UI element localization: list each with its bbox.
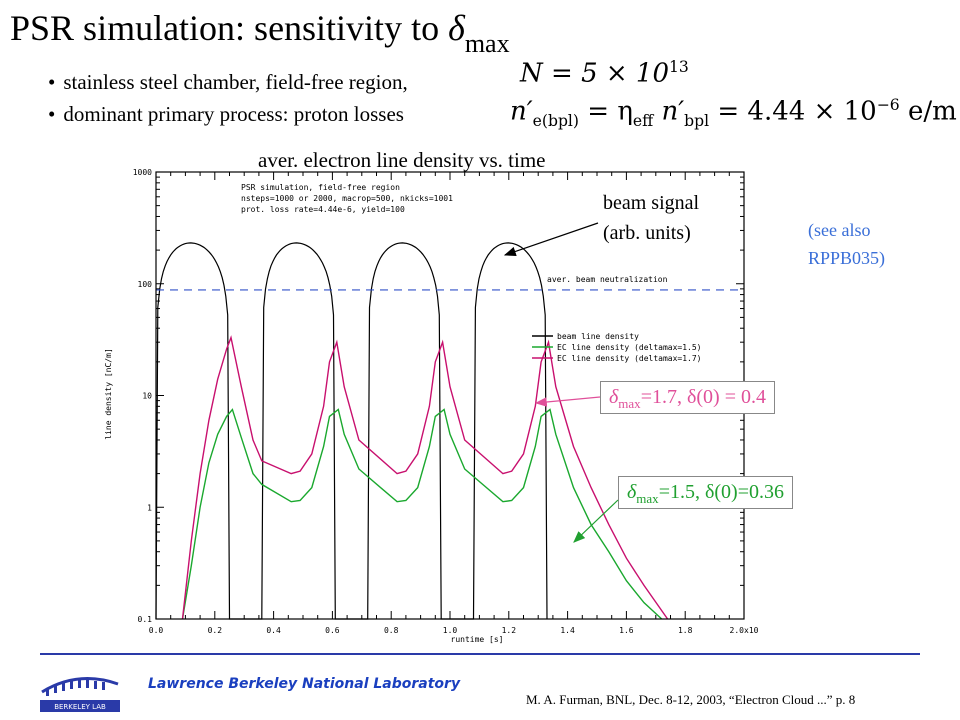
legend-label: beam line density	[557, 332, 639, 341]
see-also-2: RPPB035)	[808, 248, 886, 268]
eq1-text: N = 5 × 10	[520, 58, 670, 89]
footer-rule	[40, 653, 920, 655]
label-deltamax-1-5: δmax=1.5, δ(0)=0.36	[618, 476, 793, 509]
x-tick-label: 1.6	[619, 626, 634, 635]
y-tick-label: 1	[147, 503, 152, 512]
x-tick-label: 0.6	[325, 626, 340, 635]
x-tick-label: 1.0	[443, 626, 458, 635]
beam-signal-label-2: (arb. units)	[603, 222, 691, 244]
label-17-sub: max	[618, 396, 641, 411]
x-tick-label: 1.2	[502, 626, 517, 635]
series-ec-deltamax-1-7	[181, 335, 669, 620]
label-17-delta: δ	[609, 386, 619, 408]
legend-label: EC line density (deltamax=1.5)	[557, 343, 702, 352]
y-tick-label: 1000	[133, 168, 152, 177]
eq2-unit: e/m	[899, 96, 957, 127]
chart-ticks	[155, 171, 745, 620]
x-tick-label: 0.0	[149, 626, 164, 635]
bullet-dot-icon: •	[48, 102, 56, 126]
label-15-rest: =1.5, δ(0)=0.36	[658, 481, 784, 503]
legend-label: EC line density (deltamax=1.7)	[557, 354, 702, 363]
bullet-2-text: dominant primary process: proton losses	[63, 102, 404, 126]
eq2-mid: = η	[579, 96, 633, 127]
berkeley-lab-logo: BERKELEY LAB	[40, 677, 120, 712]
x-tick-label: 0.2	[208, 626, 223, 635]
label-17-arrow	[534, 396, 601, 407]
plot-heading: aver. electron line density vs. time	[258, 148, 546, 172]
equation-line-density: n′e(bpl) = ηeff n′bpl = 4.44 × 10−6 e/m	[510, 96, 957, 130]
eq2-rhs-sub: bpl	[684, 111, 710, 130]
label-15-sub: max	[636, 491, 659, 506]
bullet-dot-icon: •	[48, 70, 56, 94]
eq2-mid-sub: eff	[632, 111, 654, 130]
label-deltamax-1-7: δmax=1.7, δ(0) = 0.4	[600, 381, 775, 414]
slide-title-text: PSR simulation: sensitivity to	[10, 8, 449, 48]
bullet-2: • dominant primary process: proton losses	[48, 102, 404, 127]
eq2-lhs: n′	[510, 96, 533, 127]
x-tick-label: 1.8	[678, 626, 693, 635]
x-tick-label: 2.0x10	[730, 626, 759, 635]
eq2-lhs-sub: e(bpl)	[532, 111, 580, 130]
beam-signal-label-1: beam signal	[603, 192, 700, 214]
y-tick-label: 100	[138, 280, 153, 289]
footer-reference: M. A. Furman, BNL, Dec. 8-12, 2003, “Ele…	[526, 692, 856, 707]
title-subscript: max	[464, 29, 510, 58]
info-line-3: prot. loss rate=4.44e-6, yield=100	[241, 205, 405, 214]
series-ec-deltamax-1-5	[181, 408, 663, 620]
see-also-1: (see also	[808, 220, 871, 240]
label-17-rest: =1.7, δ(0) = 0.4	[640, 386, 766, 408]
eq1-exponent: 13	[669, 58, 689, 76]
y-axis-label: line density [nC/m]	[104, 348, 113, 440]
slide-title: PSR simulation: sensitivity to δmax	[10, 8, 510, 57]
label-15-delta: δ	[627, 481, 637, 503]
x-axis-label: runtime [s]	[451, 635, 504, 644]
y-tick-label: 10	[142, 392, 152, 401]
legend: beam line density EC line density (deltam…	[532, 332, 702, 363]
bullet-1-text: stainless steel chamber, field-free regi…	[63, 70, 408, 94]
x-tick-label: 1.4	[560, 626, 575, 635]
x-tick-label: 0.8	[384, 626, 399, 635]
beam-signal-label: beam signal (arb. units)	[603, 188, 699, 248]
beam-signal-arrow	[503, 222, 599, 257]
reference-line-label: aver. beam neutralization	[547, 275, 668, 284]
y-tick-label: 0.1	[138, 615, 153, 624]
bullet-1: • stainless steel chamber, field-free reg…	[48, 70, 408, 95]
eq2-val: = 4.44 × 10	[709, 96, 877, 127]
info-line-1: PSR simulation, field-free region	[241, 183, 400, 192]
footer-organization: Lawrence Berkeley National Laboratory	[148, 676, 461, 692]
info-line-2: nsteps=1000 or 2000, macrop=500, nkicks=…	[241, 194, 453, 203]
eq2-val-exp: −6	[876, 96, 900, 114]
eq2-rhs: n′	[653, 96, 685, 127]
see-also-note: (see also RPPB035)	[808, 216, 885, 272]
x-tick-label: 0.4	[266, 626, 281, 635]
label-15-arrow	[573, 499, 619, 543]
chart: 1000 100 10 1 0.1 0.0 0.2 0.4 0.6 0.8 1.0 1.2 1.4 1.…	[104, 168, 759, 644]
logo-text: BERKELEY LAB	[54, 703, 106, 711]
delta-symbol: δ	[448, 8, 465, 48]
equation-n: N = 5 × 1013	[520, 58, 689, 89]
